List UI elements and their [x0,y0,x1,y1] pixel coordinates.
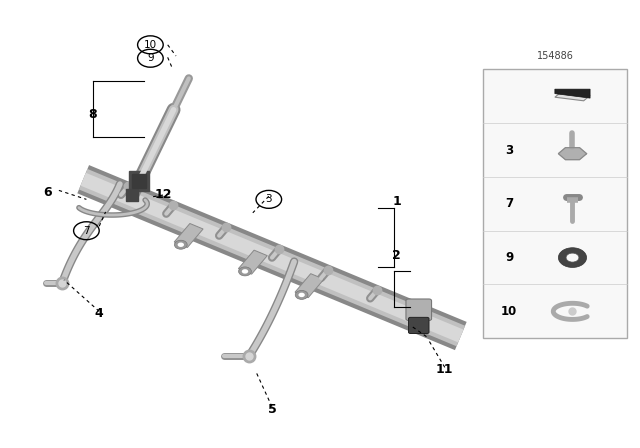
Text: 10: 10 [144,40,157,50]
Text: 12: 12 [154,188,172,202]
Text: 9: 9 [147,53,154,63]
Text: 6: 6 [44,186,52,199]
Polygon shape [295,274,324,297]
Text: 1: 1 [392,195,401,208]
Circle shape [558,248,587,267]
Circle shape [566,253,579,262]
Polygon shape [555,89,590,98]
Text: 154886: 154886 [537,51,574,61]
Circle shape [178,242,184,247]
Polygon shape [238,250,268,274]
Polygon shape [174,224,203,247]
Circle shape [295,290,308,299]
Text: 3: 3 [505,143,513,157]
Text: 4: 4 [95,307,104,320]
FancyBboxPatch shape [483,69,627,338]
Text: 7: 7 [83,226,90,236]
Text: 5: 5 [268,403,276,417]
Text: 8: 8 [88,108,97,121]
Text: 2: 2 [392,249,401,262]
Text: 11: 11 [436,363,454,376]
Circle shape [239,267,252,276]
Polygon shape [559,148,587,159]
Text: 3: 3 [266,194,272,204]
FancyBboxPatch shape [406,299,431,320]
Circle shape [298,293,305,297]
FancyBboxPatch shape [408,317,429,333]
Text: 10: 10 [501,305,517,318]
Circle shape [175,240,188,249]
Text: 7: 7 [505,197,513,211]
Polygon shape [555,92,590,101]
Text: 9: 9 [505,251,513,264]
Circle shape [242,269,248,274]
